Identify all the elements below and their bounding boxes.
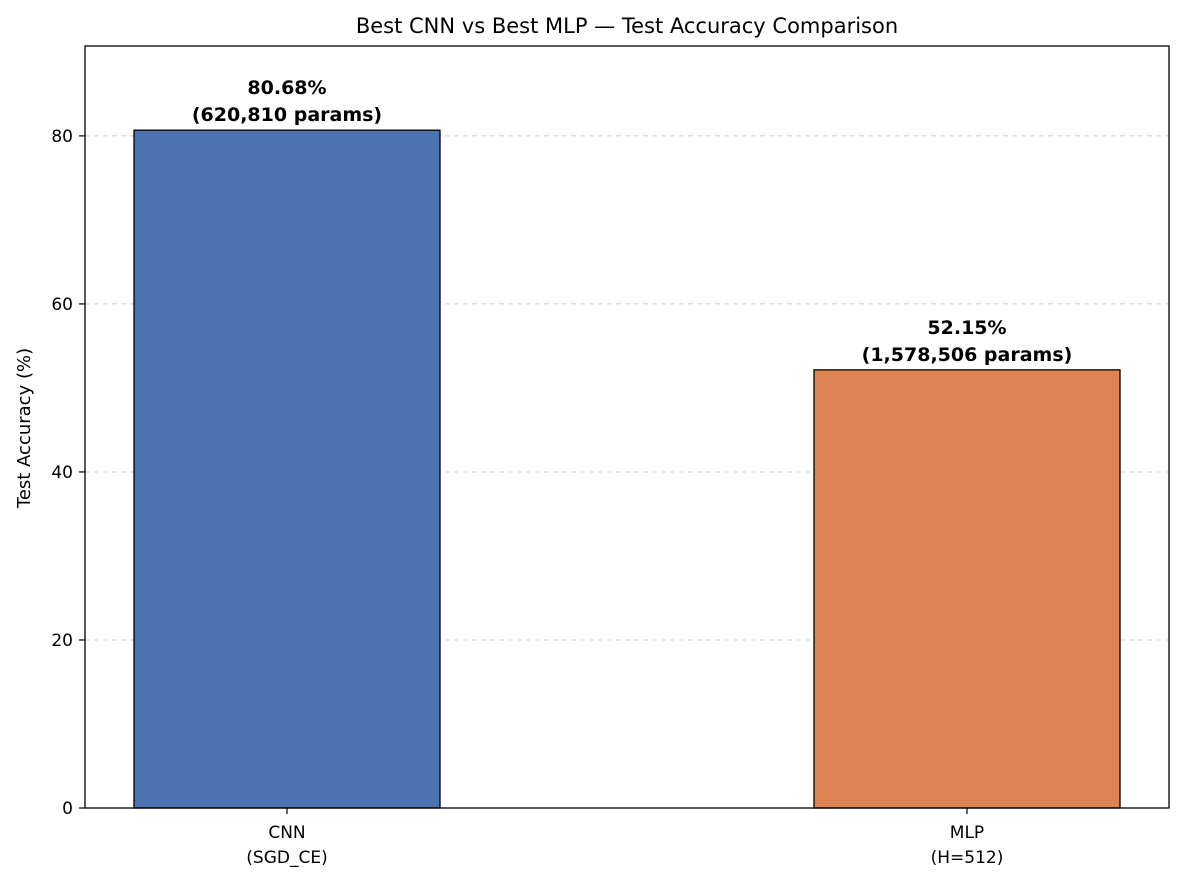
y-axis-ticks: 0 20 40 60 80	[51, 127, 85, 819]
x-tick-label: CNN	[268, 823, 305, 843]
bars	[133, 129, 1121, 809]
y-axis-label: Test Accuracy (%)	[14, 348, 35, 509]
y-tick-label: 20	[51, 631, 73, 651]
data-label-params: (620,810 params)	[192, 104, 382, 126]
chart-title: Best CNN vs Best MLP — Test Accuracy Com…	[356, 14, 898, 38]
x-axis-ticks: CNN (SGD_CE) MLP (H=512)	[246, 808, 1003, 868]
data-label-params: (1,578,506 params)	[862, 344, 1073, 366]
y-tick-label: 0	[62, 799, 73, 819]
data-labels: 80.68% (620,810 params) 52.15% (1,578,506 p…	[192, 77, 1072, 366]
bar-1	[813, 369, 1121, 809]
data-label-value: 80.68%	[247, 77, 326, 99]
data-label-value: 52.15%	[927, 317, 1006, 339]
y-tick-label: 80	[51, 127, 73, 147]
axes-frame	[84, 45, 1170, 809]
bar-0	[133, 129, 441, 809]
x-tick-sublabel: (H=512)	[931, 848, 1004, 868]
x-tick-label: MLP	[950, 823, 984, 843]
y-tick-label: 60	[51, 295, 73, 315]
y-tick-label: 40	[51, 463, 73, 483]
x-tick-sublabel: (SGD_CE)	[246, 848, 327, 868]
